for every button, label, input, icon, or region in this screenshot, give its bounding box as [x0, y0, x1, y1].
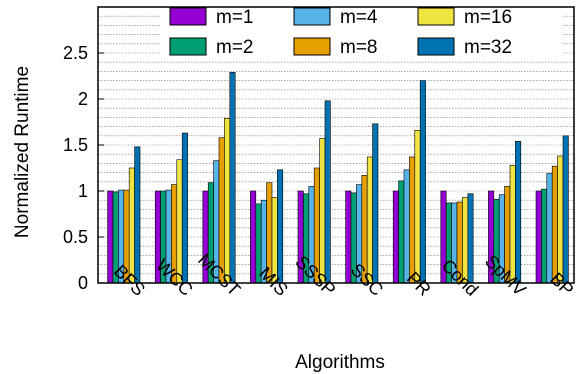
legend-label: m=32: [464, 37, 512, 58]
bar-spmv-m=32: [515, 141, 522, 284]
legend: m=1 m=2 m=4 m=8 m=16 m=32: [160, 7, 562, 60]
y-tick-label: 1.5: [63, 135, 88, 155]
bar-bp-m=8: [551, 165, 558, 284]
bar-pr-m=1: [392, 190, 399, 284]
legend-swatch-m=16: [417, 7, 455, 26]
x-axis-label: Algorithms: [295, 352, 385, 373]
legend-swatch-m=1: [169, 7, 207, 26]
y-tick-label: 2: [78, 89, 88, 109]
bar-mis-m=1: [250, 190, 257, 284]
legend-swatch-m=32: [417, 37, 455, 56]
bar-bfs-m=1: [107, 190, 114, 284]
bar-mcst-m=32: [229, 72, 236, 284]
bar-bp-m=2: [541, 188, 548, 284]
y-axis-label: Normalized Runtime: [12, 66, 33, 238]
legend-label: m=16: [464, 7, 512, 28]
plot-frame: [97, 6, 575, 284]
y-tick-label: 1: [78, 181, 88, 201]
y-axis-ticks: 0 0.5 1 1.5 2 2.5: [63, 43, 104, 293]
bar-bfs-m=32: [134, 146, 141, 284]
bar-pr-m=8: [409, 156, 416, 284]
bar-mcst-m=16: [224, 118, 231, 284]
bar-cond-m=32: [467, 193, 474, 284]
bar-mis-m=32: [277, 169, 284, 284]
bar-sssp-m=32: [324, 100, 331, 284]
bar-sssp-m=16: [319, 138, 326, 284]
y-tick-label: 0: [78, 273, 88, 293]
legend-swatch-m=4: [293, 7, 331, 26]
legend-label: m=4: [340, 7, 378, 28]
y-tick-label: 2.5: [63, 43, 88, 63]
bar-pr-m=16: [414, 129, 421, 284]
legend-swatch-m=8: [293, 37, 331, 56]
bar-bp-m=1: [535, 190, 542, 284]
bar-ssc-m=32: [372, 123, 379, 284]
legend-background: [160, 8, 562, 60]
bar-bp-m=16: [557, 155, 564, 284]
y-tick-label: 0.5: [63, 227, 88, 247]
bar-wcc-m=32: [181, 132, 188, 284]
bar-ssc-m=16: [366, 156, 373, 284]
bar-wcc-m=16: [176, 159, 183, 284]
bar-pr-m=32: [419, 80, 426, 284]
legend-label: m=1: [216, 7, 254, 28]
bar-pr-m=4: [403, 169, 410, 284]
bar-pr-m=2: [398, 180, 405, 284]
bar-bp-m=32: [562, 135, 569, 284]
bars: [107, 72, 569, 284]
legend-swatch-m=2: [169, 37, 207, 56]
bar-bp-m=4: [546, 173, 553, 284]
legend-label: m=8: [340, 37, 378, 58]
legend-label: m=2: [216, 37, 254, 58]
